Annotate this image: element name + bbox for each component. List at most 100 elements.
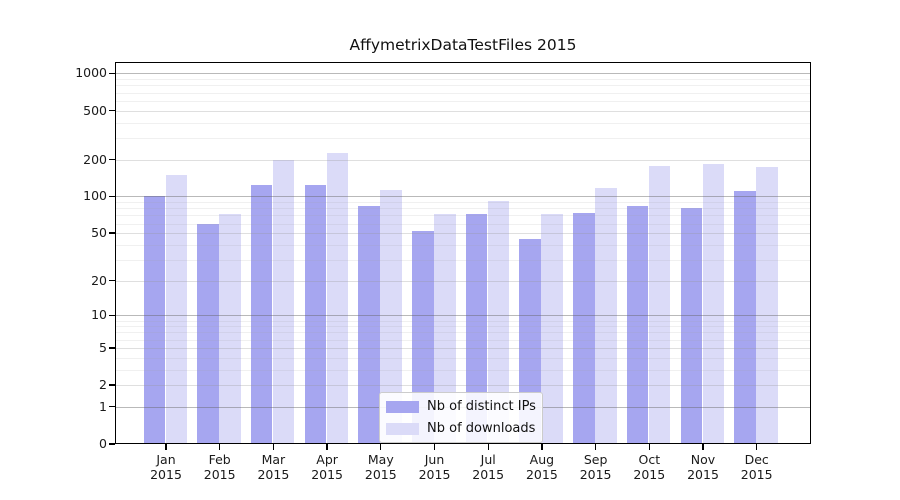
gridline-80 — [115, 208, 811, 210]
y-tick-label-10: 10 — [91, 307, 107, 323]
bar-downloads-feb — [219, 213, 241, 444]
plot-area — [115, 62, 811, 444]
gridline-500 — [115, 110, 811, 112]
legend-swatch-distinct-ips — [386, 400, 419, 413]
gridline-800 — [115, 85, 811, 87]
x-tick-jun — [433, 444, 436, 450]
bar-distinct-ips-jul — [465, 213, 488, 444]
gridline-900 — [115, 79, 811, 81]
y-tick-label-1000: 1000 — [75, 65, 107, 81]
x-tick-apr — [326, 444, 328, 450]
x-tick-jul — [487, 444, 489, 450]
gridline-20 — [115, 280, 811, 282]
x-tick-may — [380, 444, 382, 450]
bar-distinct-ips-dec — [734, 191, 756, 444]
gridline-70 — [115, 215, 811, 217]
x-tick-label-mar: Mar 2015 — [257, 452, 290, 482]
gridline-40 — [115, 244, 811, 246]
gridline-4 — [115, 357, 811, 359]
y-tick-label-2: 2 — [99, 377, 107, 393]
x-tick-label-oct: Oct 2015 — [633, 452, 666, 482]
x-tick-oct — [648, 444, 650, 450]
gridline-300 — [115, 137, 811, 139]
bar-downloads-jun — [434, 213, 456, 444]
y-tick-label-5: 5 — [99, 339, 107, 355]
bar-distinct-ips-jun — [412, 231, 434, 444]
x-tick-label-apr: Apr 2015 — [311, 452, 343, 482]
bar-distinct-ips-feb — [197, 223, 219, 444]
bar-downloads-jul — [487, 200, 510, 444]
bar-downloads-oct — [648, 165, 671, 444]
y-tick-label-100: 100 — [83, 188, 107, 204]
y-tick-label-1: 1 — [99, 398, 107, 414]
y-tick-1 — [109, 406, 115, 408]
x-tick-label-jun: Jun 2015 — [418, 452, 451, 482]
gridline-9 — [115, 320, 811, 322]
y-tick-2 — [109, 384, 115, 386]
y-tick-50 — [109, 232, 115, 234]
x-tick-sep — [594, 444, 597, 450]
x-tick-nov — [702, 444, 704, 450]
y-tick-20 — [109, 280, 115, 282]
y-tick-1000 — [109, 72, 115, 75]
y-tick-label-20: 20 — [91, 272, 107, 288]
gridline-1000 — [115, 73, 811, 75]
gridline-7 — [115, 332, 811, 334]
x-tick-label-feb: Feb 2015 — [203, 452, 236, 482]
legend: Nb of distinct IPs Nb of downloads — [379, 392, 543, 443]
y-tick-10 — [109, 314, 115, 317]
bar-downloads-nov — [702, 164, 724, 444]
x-tick-label-jan: Jan 2015 — [150, 452, 182, 482]
gridline-6 — [115, 339, 811, 341]
bar-downloads-jan — [165, 174, 187, 444]
y-tick-label-50: 50 — [91, 225, 107, 241]
x-tick-mar — [272, 444, 275, 450]
bar-distinct-ips-mar — [250, 184, 273, 444]
bar-downloads-mar — [272, 160, 295, 444]
x-tick-label-dec: Dec 2015 — [740, 452, 773, 482]
gridline-30 — [115, 259, 811, 261]
x-tick-feb — [219, 444, 221, 450]
y-tick-200 — [109, 158, 115, 161]
gridline-200 — [115, 159, 811, 161]
legend-label-downloads: Nb of downloads — [427, 421, 536, 436]
bar-distinct-ips-nov — [680, 208, 702, 444]
bar-distinct-ips-may — [358, 205, 380, 444]
gridline-8 — [115, 326, 811, 328]
gridline-60 — [115, 223, 811, 225]
gridline-50 — [115, 233, 811, 235]
gridline-2 — [115, 385, 811, 387]
x-tick-label-sep: Sep 2015 — [579, 452, 612, 482]
y-tick-0 — [109, 443, 115, 445]
legend-entry-distinct-ips: Nb of distinct IPs — [386, 399, 536, 414]
gridline-3 — [115, 369, 811, 371]
legend-swatch-downloads — [386, 422, 419, 435]
chart-title: AffymetrixDataTestFiles 2015 — [349, 36, 577, 54]
bar-distinct-ips-apr — [304, 184, 327, 444]
gridline-5 — [115, 347, 811, 349]
bar-downloads-aug — [541, 213, 563, 444]
x-tick-label-may: May 2015 — [364, 452, 397, 482]
x-tick-label-jul: Jul 2015 — [472, 452, 505, 482]
bar-distinct-ips-jan — [143, 196, 165, 444]
bar-distinct-ips-oct — [626, 205, 649, 444]
x-tick-aug — [541, 444, 543, 450]
y-tick-500 — [109, 109, 115, 112]
x-tick-jan — [165, 444, 167, 450]
bar-downloads-sep — [595, 187, 617, 444]
bar-downloads-apr — [326, 153, 349, 444]
x-tick-label-nov: Nov 2015 — [687, 452, 719, 482]
x-tick-label-aug: Aug 2015 — [525, 452, 558, 482]
y-tick-label-0: 0 — [99, 436, 107, 451]
y-tick-5 — [109, 347, 115, 349]
legend-label-distinct-ips: Nb of distinct IPs — [427, 399, 536, 414]
y-tick-label-200: 200 — [83, 151, 107, 167]
y-tick-100 — [109, 195, 115, 198]
gridline-400 — [115, 122, 811, 124]
legend-entry-downloads: Nb of downloads — [386, 421, 536, 436]
bar-downloads-may — [380, 189, 402, 444]
bar-distinct-ips-sep — [573, 213, 595, 444]
gridline-10 — [115, 315, 811, 317]
bar-downloads-dec — [756, 166, 778, 444]
